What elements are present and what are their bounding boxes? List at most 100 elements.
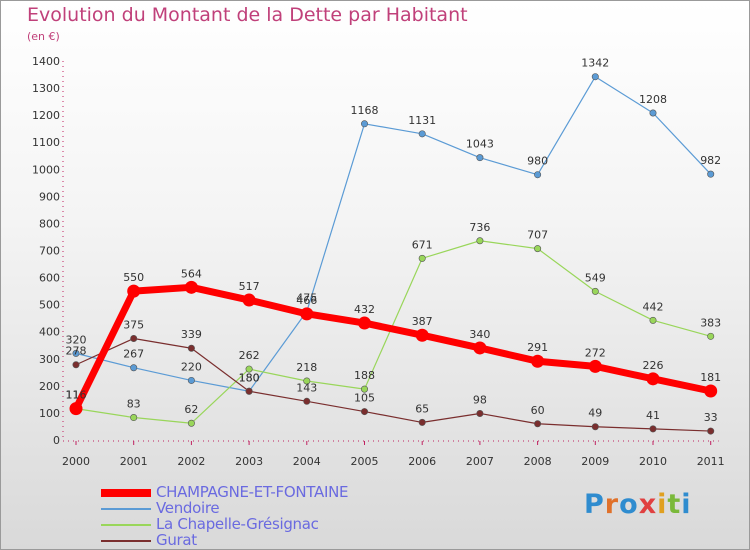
data-label: 116 — [66, 389, 87, 402]
data-point — [649, 425, 657, 433]
proxiti-logo: Proxiti — [584, 489, 692, 520]
legend-label-champagne: CHAMPAGNE-ET-FONTAINE — [156, 483, 349, 501]
data-point — [588, 359, 602, 373]
series-line — [72, 283, 712, 411]
x-tick-label: 2006 — [408, 455, 436, 468]
data-label: 98 — [473, 393, 487, 406]
data-point — [360, 408, 368, 416]
y-tick-label: 500 — [39, 299, 60, 312]
legend-label-gurat: Gurat — [156, 531, 197, 549]
x-tick-label: 2001 — [120, 455, 148, 468]
series-line — [75, 76, 712, 392]
data-point — [534, 420, 542, 428]
data-label: 550 — [123, 271, 144, 284]
data-label: 980 — [527, 155, 548, 168]
data-point — [418, 418, 426, 426]
x-tick-label: 2009 — [581, 455, 609, 468]
data-label: 1043 — [466, 138, 494, 151]
data-label: 105 — [354, 392, 375, 405]
y-tick-label: 600 — [39, 272, 60, 285]
data-label: 320 — [66, 333, 87, 346]
y-tick-label: 1100 — [32, 136, 60, 149]
data-label: 982 — [700, 154, 721, 167]
data-label: 65 — [415, 402, 429, 415]
data-label: 707 — [527, 229, 548, 242]
x-tick-label: 2003 — [235, 455, 263, 468]
data-point — [72, 361, 80, 369]
data-point — [704, 384, 718, 398]
data-label: 564 — [181, 267, 202, 280]
data-point — [591, 287, 599, 295]
data-label: 181 — [700, 371, 721, 384]
data-label: 143 — [296, 381, 317, 394]
data-label: 375 — [123, 318, 144, 331]
data-label: 62 — [184, 403, 198, 416]
data-label: 466 — [296, 294, 317, 307]
legend-swatch-champagne — [101, 489, 151, 497]
data-point — [476, 154, 484, 162]
data-point — [187, 344, 195, 352]
data-label: 1131 — [408, 114, 436, 127]
data-label: 278 — [66, 345, 87, 358]
data-point — [418, 254, 426, 262]
data-label: 517 — [239, 280, 260, 293]
data-point — [245, 365, 253, 373]
chart-subtitle: (en €) — [27, 30, 60, 43]
data-label: 340 — [469, 328, 490, 341]
series-line — [75, 337, 711, 432]
data-label: 339 — [181, 328, 202, 341]
data-label: 41 — [646, 409, 660, 422]
x-tick-label: 2004 — [293, 455, 321, 468]
x-tick-label: 2011 — [697, 455, 725, 468]
data-label: 83 — [127, 398, 141, 411]
data-label: 475 — [296, 291, 317, 304]
data-point — [646, 372, 660, 386]
data-label: 383 — [700, 316, 721, 329]
legend-label-chapelle: La Chapelle-Grésignac — [156, 515, 319, 533]
data-point — [473, 341, 487, 355]
data-point — [707, 332, 715, 340]
data-point — [360, 120, 368, 128]
data-point — [184, 280, 198, 294]
y-tick-label: 1300 — [32, 82, 60, 95]
data-point — [476, 237, 484, 245]
data-point — [69, 402, 83, 416]
data-point — [130, 364, 138, 372]
y-tick-label: 1000 — [32, 163, 60, 176]
y-tick-label: 200 — [39, 380, 60, 393]
x-tick-label: 2000 — [62, 455, 90, 468]
data-point — [130, 414, 138, 422]
legend-swatch-chapelle — [101, 524, 151, 526]
data-point — [415, 328, 429, 342]
x-tick-label: 2008 — [524, 455, 552, 468]
data-point — [242, 293, 256, 307]
data-label: 267 — [123, 348, 144, 361]
data-point — [358, 316, 371, 330]
data-point — [130, 334, 138, 342]
data-label: 218 — [296, 361, 317, 374]
data-label: 262 — [239, 349, 260, 362]
data-label: 272 — [585, 346, 606, 359]
data-point — [649, 109, 657, 117]
x-tick-label: 2007 — [466, 455, 494, 468]
data-label: 1342 — [581, 57, 609, 70]
legend-swatch-vendoire — [101, 508, 151, 510]
data-point — [245, 387, 253, 395]
data-point — [707, 170, 715, 178]
data-point — [707, 427, 715, 435]
y-tick-label: 900 — [39, 190, 60, 203]
data-point — [534, 245, 542, 253]
data-point — [127, 284, 141, 298]
chart-title: Evolution du Montant de la Dette par Hab… — [27, 4, 468, 26]
y-tick-label: 1200 — [32, 109, 60, 122]
data-point — [360, 385, 368, 393]
x-tick-label: 2010 — [639, 455, 667, 468]
data-point — [303, 377, 311, 385]
data-point — [534, 171, 542, 179]
data-point — [72, 349, 80, 357]
data-point — [649, 316, 657, 324]
data-label: 33 — [704, 411, 718, 424]
y-tick-label: 300 — [39, 353, 60, 366]
data-label: 291 — [527, 341, 548, 354]
data-point — [300, 307, 314, 321]
